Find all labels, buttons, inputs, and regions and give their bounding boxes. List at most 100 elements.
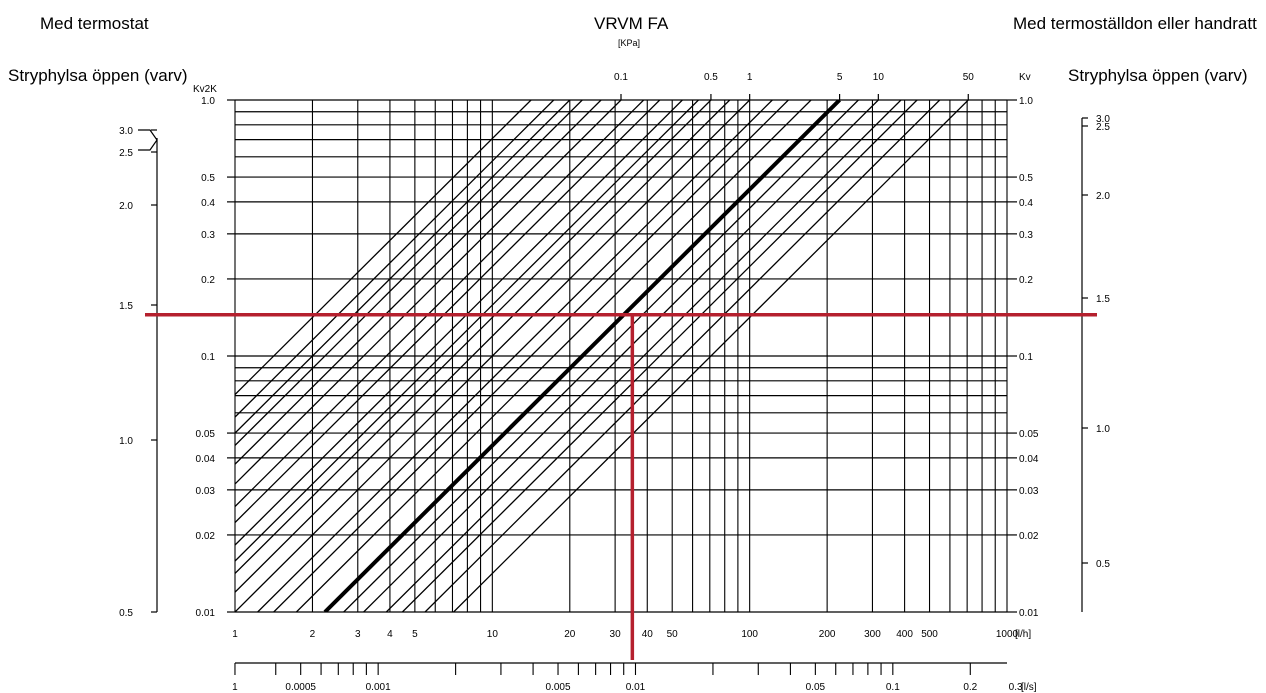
pressure-tick-label: 0.5 — [704, 72, 718, 83]
ls-tick-label: 0.2 — [963, 682, 977, 693]
y-tick-label-left: 0.05 — [196, 429, 216, 440]
x-tick-label: 200 — [819, 629, 836, 640]
left-turns-label: 3.0 — [119, 126, 133, 137]
center-header-title: VRVM FA — [594, 14, 669, 33]
y-tick-label-right: 0.03 — [1019, 486, 1039, 497]
pressure-lines — [235, 100, 969, 612]
ls-tick-label: 1 — [232, 682, 238, 693]
right-turns-label: 2.0 — [1096, 191, 1110, 202]
x-tick-label: 100 — [741, 629, 758, 640]
left-turns-label: 1.5 — [119, 301, 133, 312]
pressure-line — [235, 100, 583, 447]
x-tick-label: 2 — [310, 629, 316, 640]
ls-tick-label: 0.01 — [626, 682, 646, 693]
highlighted-pressure-line — [323, 100, 842, 612]
pressure-tick-label: 1 — [747, 72, 753, 83]
y-tick-label-left: 0.5 — [201, 173, 215, 184]
x-tick-label: 40 — [642, 629, 654, 640]
y-tick-label-left: 0.02 — [196, 531, 216, 542]
center-header-unit: [KPa] — [618, 38, 641, 48]
x-tick-label: 4 — [387, 629, 393, 640]
x-tick-label: 30 — [610, 629, 622, 640]
y-tick-label-right: 0.1 — [1019, 352, 1033, 363]
right-axis-title: Stryphylsa öppen (varv) — [1068, 66, 1248, 85]
y-tick-label-left: 0.04 — [196, 454, 216, 465]
left-turns-label: 2.5 — [119, 148, 133, 159]
x-tick-label: 50 — [667, 629, 679, 640]
ls-tick-label: 0.005 — [546, 682, 571, 693]
y-tick-label-right: 0.2 — [1019, 275, 1033, 286]
x-tick-label: 500 — [921, 629, 938, 640]
pressure-line — [235, 100, 661, 524]
pressure-line — [235, 100, 645, 508]
y-tick-label-right: 0.01 — [1019, 608, 1039, 619]
right-turns-label: 2.5 — [1096, 122, 1110, 133]
pressure-line — [401, 100, 918, 612]
pressure-line — [235, 100, 555, 418]
pressure-line — [235, 100, 571, 434]
pressure-line — [385, 100, 902, 612]
y-tick-label-right: 0.3 — [1019, 230, 1033, 241]
pressure-line — [235, 100, 622, 485]
x-tick-label: 1 — [232, 629, 238, 640]
y-tick-label-left: 0.1 — [201, 352, 215, 363]
x-tick-label: 20 — [564, 629, 576, 640]
x-tick-label: 300 — [864, 629, 881, 640]
y-tick-label-left: 0.2 — [201, 275, 215, 286]
x-unit-label: [l/h] — [1015, 629, 1031, 640]
ls-tick-label: 0.3 — [1009, 682, 1023, 693]
y-tick-label-right: 0.5 — [1019, 173, 1033, 184]
pressure-line — [343, 100, 859, 612]
pressure-line — [235, 100, 532, 396]
pressure-line — [235, 100, 602, 466]
y-tick-label-right: 1.0 — [1019, 96, 1033, 107]
left-axis-title: Stryphylsa öppen (varv) — [8, 66, 188, 85]
y-tick-label-right: 0.4 — [1019, 198, 1033, 209]
x-tick-label: 3 — [355, 629, 361, 640]
kv2k-axis-label: Kv2K — [193, 84, 217, 95]
y-tick-label-right: 0.02 — [1019, 531, 1039, 542]
ls-unit-label: [l/s] — [1021, 682, 1037, 693]
pressure-line — [453, 100, 969, 612]
y-tick-label-left: 0.4 — [201, 198, 215, 209]
pressure-tick-label: 50 — [963, 72, 975, 83]
pressure-line — [235, 100, 699, 562]
pressure-tick-label: 10 — [873, 72, 885, 83]
right-header-title: Med termoställdon eller handratt — [1013, 14, 1257, 33]
y-tick-label-right: 0.04 — [1019, 454, 1039, 465]
ls-tick-label: 0.05 — [806, 682, 826, 693]
ls-tick-label: 0.001 — [366, 682, 391, 693]
pressure-line — [257, 100, 773, 612]
x-tick-label: 400 — [896, 629, 913, 640]
right-turns-label: 0.5 — [1096, 559, 1110, 570]
y-tick-label-left: 0.03 — [196, 486, 216, 497]
pressure-line — [235, 100, 712, 575]
ls-tick-label: 0.1 — [886, 682, 900, 693]
x-tick-label: 10 — [487, 629, 499, 640]
pressure-line — [235, 100, 751, 612]
right-turns-label: 1.5 — [1096, 294, 1110, 305]
ls-tick-label: 0.0005 — [285, 682, 316, 693]
left-turns-label: 2.0 — [119, 201, 133, 212]
right-turns-label: 3.0 — [1096, 114, 1110, 125]
left-header-title: Med termostat — [40, 14, 149, 33]
pressure-line — [273, 100, 789, 612]
x-tick-label: 1000 — [996, 629, 1019, 640]
pressure-line — [235, 100, 731, 594]
left-turns-label: 0.5 — [119, 608, 133, 619]
pressure-line — [363, 100, 879, 612]
kv-axis-label: Kv — [1019, 72, 1031, 83]
y-tick-label-left: 1.0 — [201, 96, 215, 107]
pressure-line — [424, 100, 941, 612]
x-tick-label: 5 — [412, 629, 418, 640]
y-tick-label-left: 0.01 — [196, 608, 216, 619]
left-turns-bracket — [138, 129, 158, 151]
pressure-line — [235, 100, 683, 546]
y-tick-label-right: 0.05 — [1019, 429, 1039, 440]
pressure-tick-label: 0.1 — [614, 72, 628, 83]
left-turns-label: 1.0 — [119, 436, 133, 447]
pressure-line — [295, 100, 812, 612]
y-tick-label-left: 0.3 — [201, 230, 215, 241]
right-turns-label: 1.0 — [1096, 424, 1110, 435]
